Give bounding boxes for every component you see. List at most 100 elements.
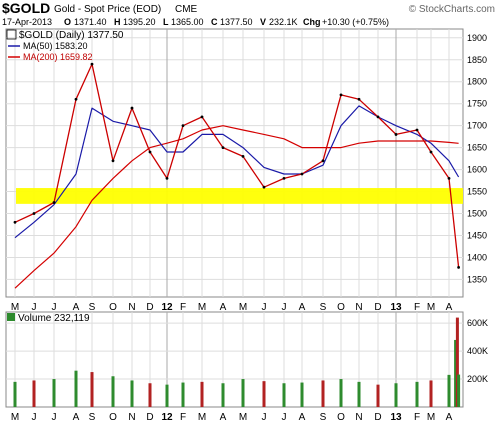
volume-bar [90,372,94,407]
high-label: H [114,17,121,27]
volume-x-tick-label: O [109,412,117,423]
volume-bar [394,383,398,407]
symbol: $GOLD [2,0,50,16]
price-y-tick-label: 1900 [467,33,487,43]
high-value: 1395.20 [123,17,156,27]
support-band-rect [16,188,463,204]
price-series [13,62,460,289]
volume-x-tick-label: D [146,412,153,423]
price-x-tick-label: D [374,302,381,313]
series-gold-point [130,106,134,110]
series-gold-point [32,212,36,215]
series-ma50-line [14,105,460,239]
price-y-tick-label: 1350 [467,274,487,284]
volume-bar [148,383,152,407]
series-gold-point [429,150,433,154]
volume-bar [52,379,56,407]
volume-bar [241,379,245,407]
series-gold-point [181,124,185,128]
volume-bar [130,380,134,407]
series-gold-point [13,220,17,224]
volume-bar [321,380,325,407]
series-gold-point [339,93,343,97]
change-value: +10.30 (+0.75%) [322,17,389,27]
volume-bar [429,380,433,407]
price-panel [5,28,464,298]
volume-x-tick-label: A [446,412,453,423]
volume-y-tick-label: 400K [467,346,488,356]
volume-value: 232.1K [269,17,298,27]
volume-x-axis: M J J A S O N D 12 F M A M J J A S O N D 13 F M A [11,412,453,423]
price-x-tick-label: A [220,302,227,313]
volume-y-axis: 200K 400K 600K [467,318,488,384]
price-x-tick-label: O [109,302,117,313]
series-gold-point [282,176,286,180]
price-y-tick-label: 1500 [467,209,487,219]
volume-bar [221,383,225,407]
volume-bar [181,382,185,407]
price-x-tick-label: F [180,302,186,313]
price-y-axis: 1350 1400 1450 1500 1550 1600 1650 1700 1750 1800… [467,33,487,285]
volume-x-tick-label: J [52,412,57,423]
series-gold-point [111,159,115,163]
price-x-tick-label: M [198,302,206,313]
close-label: C [211,17,218,27]
price-x-tick-label: S [89,302,96,313]
volume-x-tick-label: F [414,412,420,423]
volume-x-tick-label: M [11,412,19,423]
price-x-tick-label: A [73,302,80,313]
volume-bar [455,317,459,407]
price-y-tick-label: 1650 [467,143,487,153]
volume-x-tick-label: O [337,412,345,423]
price-x-tick-label: M [239,302,247,313]
volume-panel [5,311,464,408]
price-y-tick-label: 1550 [467,187,487,197]
price-y-tick-label: 1400 [467,252,487,262]
price-x-tick-label: 13 [390,302,402,313]
volume-bar [32,380,36,407]
price-grid [6,29,463,297]
volume-bars [13,317,461,407]
volume-x-tick-label: N [128,412,135,423]
legend-ma200: MA(200) 1659.82 [23,52,93,62]
instrument-name: Gold - Spot Price (EOD) [54,4,161,15]
series-gold-point [221,146,225,150]
price-y-tick-label: 1800 [467,77,487,87]
price-x-tick-label: N [355,302,362,313]
volume-bar [165,384,169,407]
series-gold-point [165,176,169,180]
stockcharts-logo[interactable]: © StockCharts.com [409,4,495,15]
volume-x-tick-label: A [299,412,306,423]
series-gold-point [321,159,325,163]
price-x-axis: M J J A S O N D 12 F M A M J J A S O N D 13 F M A [11,302,453,313]
exchange: CME [175,4,198,15]
price-y-tick-label: 1850 [467,55,487,65]
low-label: L [163,17,169,27]
volume-x-tick-label: J [32,412,37,423]
volume-x-tick-label: M [198,412,206,423]
quote-date: 17-Apr-2013 [2,17,52,27]
volume-x-tick-label: D [374,412,381,423]
volume-bar [454,339,458,407]
volume-bar [74,370,78,407]
price-x-tick-label: J [52,302,57,313]
series-gold-point [262,185,266,189]
volume-x-tick-label: 13 [390,412,402,423]
price-x-tick-label: J [262,302,267,313]
volume-bar [457,374,461,407]
volume-x-tick-label: S [320,412,327,423]
volume-x-tick-label: J [262,412,267,423]
volume-x-tick-label: A [220,412,227,423]
volume-x-tick-label: S [89,412,96,423]
series-gold-point [457,265,460,269]
volume-x-tick-label: M [427,412,435,423]
series-gold-point [415,128,419,132]
price-y-tick-label: 1700 [467,121,487,131]
volume-y-tick-label: 600K [467,318,488,328]
series-ma200-line [14,125,459,289]
price-x-tick-label: F [414,302,420,313]
volume-bar [111,376,115,407]
price-y-tick-label: 1450 [467,230,487,240]
volume-bar [357,381,361,407]
